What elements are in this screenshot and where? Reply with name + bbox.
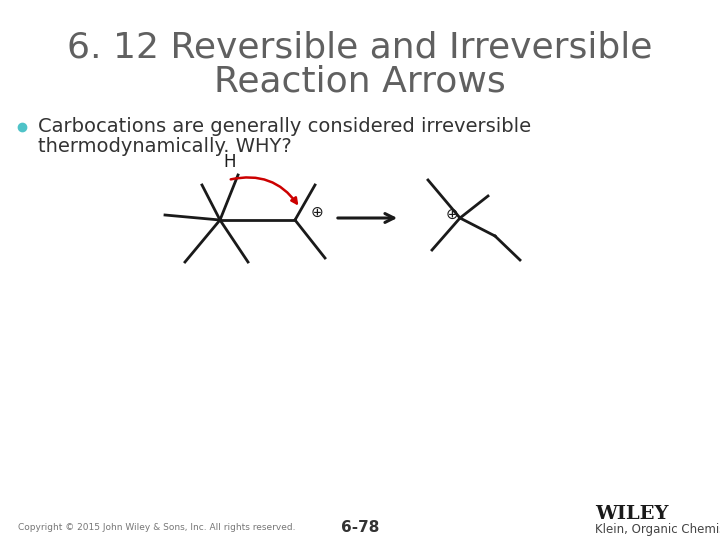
FancyArrowPatch shape <box>230 178 297 204</box>
Text: Reaction Arrows: Reaction Arrows <box>214 65 506 99</box>
Text: $\oplus$: $\oplus$ <box>445 206 459 221</box>
Text: Copyright © 2015 John Wiley & Sons, Inc. All rights reserved.: Copyright © 2015 John Wiley & Sons, Inc.… <box>18 523 295 531</box>
Text: Klein, Organic Chemistry 2e: Klein, Organic Chemistry 2e <box>595 523 720 537</box>
Text: 6. 12 Reversible and Irreversible: 6. 12 Reversible and Irreversible <box>67 31 653 65</box>
Text: thermodynamically. WHY?: thermodynamically. WHY? <box>38 138 292 157</box>
Text: 6-78: 6-78 <box>341 519 379 535</box>
Text: Carbocations are generally considered irreversible: Carbocations are generally considered ir… <box>38 117 531 136</box>
Text: WILEY: WILEY <box>595 505 668 523</box>
Text: $\oplus$: $\oplus$ <box>310 205 324 219</box>
Text: H: H <box>224 153 236 171</box>
